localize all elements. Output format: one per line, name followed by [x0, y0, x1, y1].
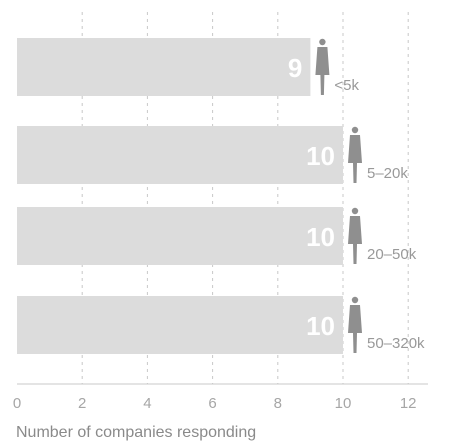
person-head	[351, 207, 359, 215]
x-tick-label: 10	[335, 395, 352, 412]
bars-group: 9 <5k 10 5–20k 10 20–50k 10 50–320k	[17, 38, 425, 354]
x-tick-label: 12	[400, 395, 417, 412]
person-body	[348, 305, 362, 353]
bar-value-label: 10	[306, 222, 335, 252]
x-axis: 0 2 4 6 8 10 12	[13, 383, 428, 412]
bar	[17, 126, 343, 184]
person-head	[351, 296, 359, 304]
x-tick-label: 6	[208, 395, 216, 412]
person-body	[348, 135, 362, 183]
bar-value-label: 9	[288, 53, 302, 83]
x-tick-label: 4	[143, 395, 151, 412]
bar-value-label: 10	[306, 311, 335, 341]
category-label: 20–50k	[367, 246, 417, 263]
person-icon	[348, 207, 362, 264]
bar	[17, 296, 343, 354]
bar-value-label: 10	[306, 141, 335, 171]
person-head	[319, 38, 326, 46]
person-icon	[348, 126, 362, 183]
bar	[17, 207, 343, 265]
category-label: <5k	[334, 77, 359, 94]
category-label: 50–320k	[367, 335, 425, 352]
person-icon	[348, 296, 362, 353]
x-tick-label: 0	[13, 395, 21, 412]
person-body	[348, 216, 362, 264]
person-icon	[315, 38, 330, 95]
person-body	[315, 47, 330, 95]
bar	[17, 38, 311, 96]
x-tick-label: 8	[274, 395, 282, 412]
x-axis-label: Number of companies responding	[16, 424, 257, 441]
x-tick-label: 2	[78, 395, 86, 412]
category-label: 5–20k	[367, 165, 408, 182]
person-head	[351, 126, 359, 134]
